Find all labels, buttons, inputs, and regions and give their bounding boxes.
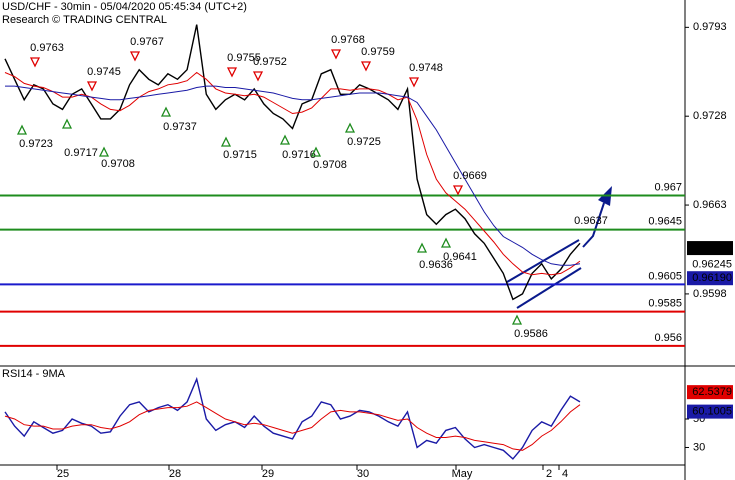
series-line [4, 71, 581, 276]
low-label: 0.9636 [419, 259, 453, 271]
level-label: 0.9605 [648, 270, 682, 282]
low-label: 0.9715 [223, 149, 257, 161]
x-tick-label: 29 [262, 468, 274, 480]
high-marker [252, 71, 264, 82]
series-line [4, 376, 581, 460]
low-label: 0.9725 [347, 136, 381, 148]
low-marker [61, 118, 73, 129]
price-tag [687, 241, 733, 256]
high-marker [452, 185, 464, 196]
level-label: 0.967 [654, 181, 682, 193]
series-line [4, 401, 581, 451]
price-tag [687, 271, 733, 286]
low-label: 0.9716 [282, 149, 316, 161]
forecast-arrow [582, 202, 605, 248]
high-label: 0.9755 [227, 52, 261, 64]
rsi-title: RSI14 - 9MA [2, 368, 66, 380]
price-tag-label: 60.1005 [692, 406, 732, 418]
high-marker [226, 67, 238, 78]
price-tag [687, 385, 733, 400]
high-marker [29, 57, 41, 68]
low-label: 0.9723 [19, 138, 53, 150]
chart-title: USD/CHF - 30min - 05/04/2020 05:45:34 (U… [2, 1, 247, 13]
x-tick-label: 28 [169, 468, 181, 480]
y-tick-label: 0.9663 [693, 199, 727, 211]
low-label: 0.9641 [443, 251, 477, 263]
low-marker [440, 237, 452, 248]
x-tick-label: 4 [562, 468, 568, 480]
chart-subtitle: Research © TRADING CENTRAL [2, 14, 167, 26]
low-marker [310, 146, 322, 157]
price-tag [687, 257, 733, 272]
price-tag-label: 62.5379 [692, 386, 732, 398]
low-marker [220, 136, 232, 147]
y-tick-label: 0.9598 [693, 288, 727, 300]
high-label: 0.9752 [253, 56, 287, 68]
x-tick-label: May [452, 468, 473, 480]
y-tick-label: 0.9728 [693, 110, 727, 122]
low-marker [416, 242, 428, 253]
x-tick-label: 30 [357, 468, 369, 480]
high-marker [86, 81, 98, 92]
low-label: 0.9708 [101, 158, 135, 170]
series-line [4, 24, 581, 301]
x-tick-label: 2 [546, 468, 552, 480]
high-marker [408, 77, 420, 88]
level-label: 0.9585 [648, 298, 682, 310]
high-label: 0.9763 [30, 42, 64, 54]
low-label: 0.9717 [64, 147, 98, 159]
low-label: 0.9586 [514, 328, 548, 340]
low-label: 0.9737 [163, 121, 197, 133]
low-marker [16, 124, 28, 135]
high-marker [129, 51, 141, 62]
level-label: 0.9645 [648, 216, 682, 228]
price-tag [687, 404, 733, 419]
series-line [5, 85, 581, 266]
high-label: 0.9669 [453, 170, 487, 182]
high-label: 0.9748 [409, 62, 443, 74]
x-tick-label: 25 [57, 468, 69, 480]
high-marker [330, 49, 342, 60]
low-marker [344, 122, 356, 133]
price-tag-label: 0.9633 [698, 242, 732, 254]
channel-upper [506, 239, 580, 283]
price-tag-label: 0.96190 [692, 272, 732, 284]
low-marker [279, 134, 291, 145]
high-marker [360, 61, 372, 72]
low-label: 0.9708 [313, 159, 347, 171]
y-tick-label: 0.9793 [693, 21, 727, 33]
high-label: 0.9767 [130, 36, 164, 48]
low-marker [98, 146, 110, 157]
target-label: 0.9637 [574, 215, 608, 227]
low-marker [511, 314, 523, 325]
high-label: 0.9745 [87, 66, 121, 78]
y-tick-label: 30 [693, 441, 705, 453]
channel-lower [516, 267, 582, 309]
high-label: 0.9759 [361, 46, 395, 58]
level-label: 0.956 [654, 332, 682, 344]
low-marker [160, 106, 172, 117]
high-label: 0.9768 [331, 34, 365, 46]
price-tag-label: 0.96245 [692, 259, 732, 271]
